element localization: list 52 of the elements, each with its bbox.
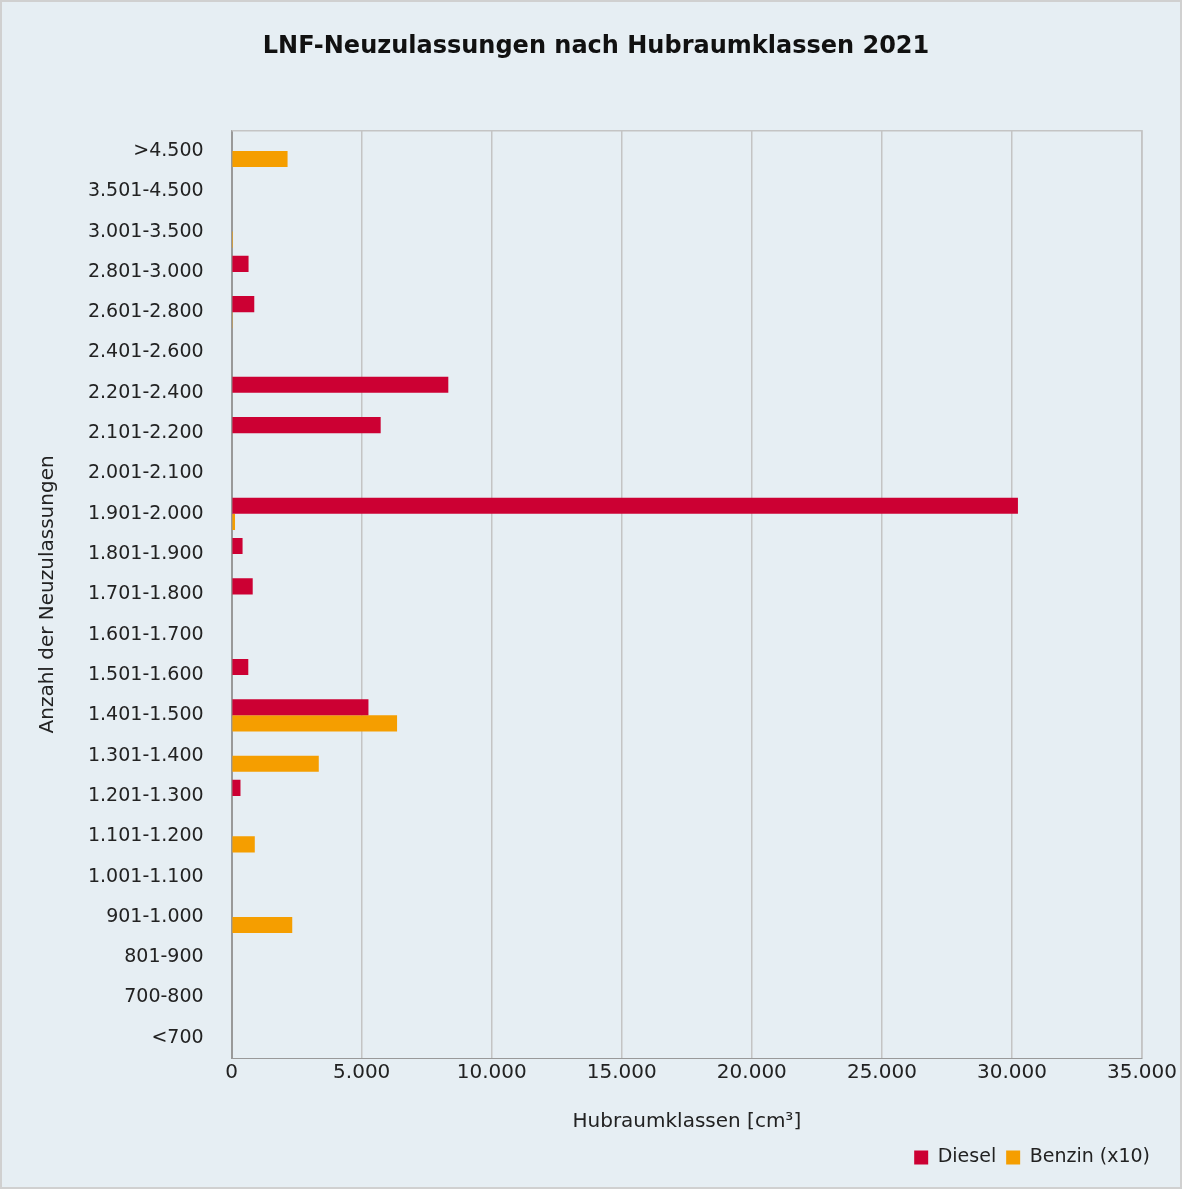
y-tick-label: 1.101-1.200 [87, 823, 204, 846]
y-tick-label: <700 [151, 1024, 204, 1047]
x-tick-label: 20.000 [716, 1059, 787, 1084]
x-tick-label: 10.000 [456, 1059, 527, 1084]
x-tick-label: 30.000 [976, 1059, 1047, 1084]
y-tick-label: 1.701-1.800 [87, 581, 204, 604]
y-tick-label: 901-1.000 [106, 903, 204, 926]
y-tick-label: 1.901-2.000 [87, 500, 204, 523]
y-tick-label: 2.101-2.200 [87, 420, 204, 443]
legend-label: Diesel [937, 1144, 997, 1167]
y-tick-label: 1.001-1.100 [87, 863, 204, 886]
x-tick-label: 0 [225, 1059, 239, 1084]
y-tick-label: 3.001-3.500 [87, 218, 204, 241]
bar [232, 497, 1018, 514]
bar [232, 255, 249, 272]
bar [232, 578, 253, 595]
y-tick-label: 3.501-4.500 [87, 178, 204, 201]
x-tick-label: 15.000 [586, 1059, 657, 1084]
x-tick-label: 35.000 [1107, 1059, 1177, 1084]
bar [232, 658, 249, 676]
y-tick-label: 1.401-1.500 [87, 702, 204, 725]
bar [232, 755, 319, 772]
bar [232, 376, 449, 393]
y-tick-label: 2.401-2.600 [87, 339, 204, 362]
bar [232, 150, 288, 168]
y-tick-label: 2.001-2.100 [87, 460, 204, 483]
bar [232, 715, 398, 732]
y-tick-label: 1.801-1.900 [87, 541, 204, 564]
bar [232, 417, 381, 434]
y-tick-label: 1.501-1.600 [87, 661, 204, 684]
y-tick-label: 1.601-1.700 [87, 621, 204, 644]
x-tick-label: 25.000 [846, 1059, 917, 1084]
bar [232, 513, 236, 530]
y-tick-label: 2.601-2.800 [87, 299, 204, 322]
y-tick-label: 2.201-2.400 [87, 379, 204, 402]
x-tick-label: 5.000 [333, 1059, 391, 1084]
chart-title: LNF-Neuzulassungen nach Hubraumklassen 2021 [262, 30, 930, 59]
y-tick-label: 1.201-1.300 [87, 782, 204, 805]
x-axis-title: Hubraumklassen [cm³] [572, 1108, 802, 1133]
y-tick-label: 700-800 [124, 984, 204, 1007]
bar [232, 296, 255, 313]
bar [232, 699, 369, 716]
y-tick-label: 2.801-3.000 [87, 258, 204, 281]
bar [232, 779, 241, 796]
bar [232, 916, 293, 934]
y-tick-label: 801-900 [124, 944, 204, 967]
bar [232, 836, 255, 853]
y-tick-label: 1.301-1.400 [87, 742, 204, 765]
legend-label: Benzin (x10) [1029, 1144, 1151, 1167]
bar [232, 537, 243, 555]
y-axis-title: Anzahl der Neuzulassungen [34, 455, 59, 734]
y-tick-label: >4.500 [133, 137, 204, 160]
